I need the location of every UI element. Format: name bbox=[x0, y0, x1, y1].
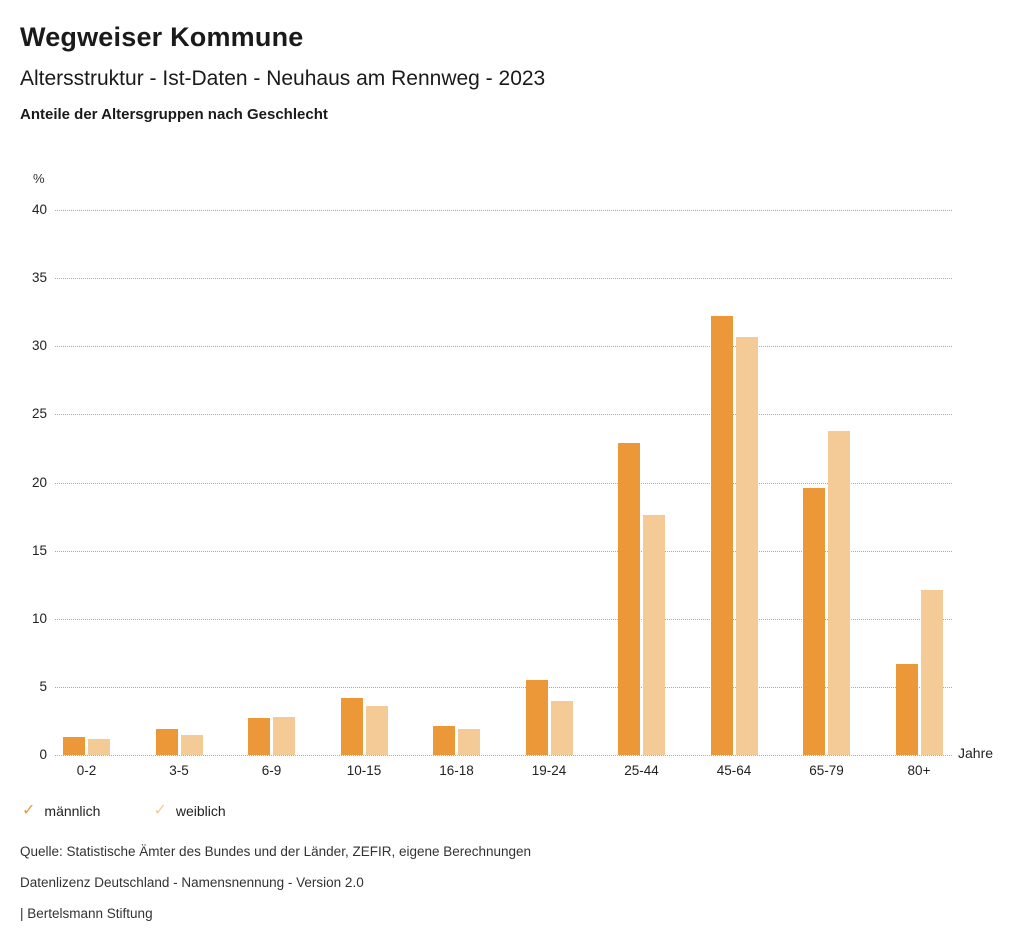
bar-weiblich-25-44[interactable] bbox=[643, 515, 665, 755]
gridline-40 bbox=[55, 210, 952, 211]
bar-weiblich-80+[interactable] bbox=[920, 590, 943, 755]
bar-maennlich-0-2[interactable] bbox=[63, 737, 85, 755]
gridline-0 bbox=[55, 755, 952, 756]
x-axis-tick-label: 25-44 bbox=[624, 763, 659, 778]
bar-maennlich-80+[interactable] bbox=[895, 663, 918, 755]
bar-weiblich-16-18[interactable] bbox=[458, 729, 480, 755]
x-axis-tick-label: 0-2 bbox=[76, 763, 97, 778]
y-axis-tick-label: 30 bbox=[31, 338, 47, 354]
x-axis-tick-label: 65-79 bbox=[809, 763, 844, 778]
y-axis-tick-label: 10 bbox=[31, 610, 47, 626]
license-text: Datenlizenz Deutschland - Namensnennung … bbox=[20, 875, 364, 890]
gridline-20 bbox=[55, 482, 952, 484]
gridline-35 bbox=[55, 278, 952, 280]
bar-maennlich-65-79[interactable] bbox=[803, 487, 825, 755]
gridline-30 bbox=[55, 346, 952, 348]
x-axis-tick-label: 19-24 bbox=[531, 763, 567, 778]
page-title: Wegweiser Kommune bbox=[20, 22, 304, 52]
bar-weiblich-65-79[interactable] bbox=[828, 430, 850, 755]
y-axis-tick-label: 0 bbox=[39, 747, 47, 762]
attribution-text: | Bertelsmann Stiftung bbox=[20, 906, 153, 921]
bar-weiblich-6-9[interactable] bbox=[273, 716, 295, 755]
x-axis-tick-label: 16-18 bbox=[439, 763, 474, 778]
y-axis-tick-label: 20 bbox=[31, 474, 47, 490]
gridline-10 bbox=[55, 618, 952, 620]
x-axis-tick-label: 80+ bbox=[907, 763, 931, 778]
bar-weiblich-45-64[interactable] bbox=[735, 336, 758, 755]
y-axis-unit-label: % bbox=[33, 171, 45, 186]
bar-weiblich-10-15[interactable] bbox=[365, 705, 388, 755]
gridline-15 bbox=[55, 550, 952, 552]
bar-chart-plot-area: 0 5 10 15 20 25 30 35 40 0-2 3-5 6-9 10-15 16-18 19-24… bbox=[32, 202, 952, 778]
bar-maennlich-3-5[interactable] bbox=[155, 729, 178, 755]
bar-maennlich-10-15[interactable] bbox=[340, 697, 363, 755]
bar-maennlich-16-18[interactable] bbox=[433, 726, 455, 755]
gridline-25 bbox=[55, 414, 952, 416]
x-axis-tick-label: 45-64 bbox=[716, 763, 752, 778]
legend-item-maennlich[interactable]: ✓ männlich bbox=[22, 802, 101, 820]
chart-heading: Anteile der Altersgruppen nach Geschlech… bbox=[20, 106, 328, 123]
checkmark-icon: ✓ bbox=[153, 802, 167, 819]
legend-label: weiblich bbox=[175, 803, 226, 819]
x-axis-tick-label: 3-5 bbox=[169, 763, 189, 778]
y-axis-tick-label: 25 bbox=[31, 406, 47, 422]
gridline-5 bbox=[55, 686, 952, 688]
y-axis-tick-label: 15 bbox=[31, 542, 47, 558]
bar-maennlich-45-64[interactable] bbox=[710, 316, 733, 755]
bar-maennlich-19-24[interactable] bbox=[525, 680, 548, 755]
x-axis-tick-label: 6-9 bbox=[261, 763, 282, 778]
bar-weiblich-3-5[interactable] bbox=[180, 734, 203, 755]
checkmark-icon: ✓ bbox=[22, 802, 36, 819]
legend-item-weiblich[interactable]: ✓ weiblich bbox=[153, 802, 226, 820]
x-axis-tick-label: 10-15 bbox=[346, 763, 382, 778]
page-subtitle: Altersstruktur - Ist-Daten - Neuhaus am … bbox=[20, 67, 546, 90]
bar-weiblich-19-24[interactable] bbox=[550, 700, 573, 755]
x-axis-unit-label: Jahre bbox=[958, 745, 994, 761]
bar-maennlich-6-9[interactable] bbox=[248, 718, 270, 755]
y-axis-tick-label: 35 bbox=[31, 270, 47, 286]
bar-maennlich-25-44[interactable] bbox=[618, 443, 640, 755]
bar-weiblich-0-2[interactable] bbox=[88, 738, 110, 755]
y-axis-tick-label: 5 bbox=[39, 678, 47, 694]
source-text: Quelle: Statistische Ämter des Bundes un… bbox=[20, 844, 532, 859]
legend-label: männlich bbox=[44, 803, 101, 819]
chart-legend: ✓ männlich ✓ weiblich bbox=[22, 802, 226, 820]
y-axis-tick-label: 40 bbox=[31, 202, 47, 217]
